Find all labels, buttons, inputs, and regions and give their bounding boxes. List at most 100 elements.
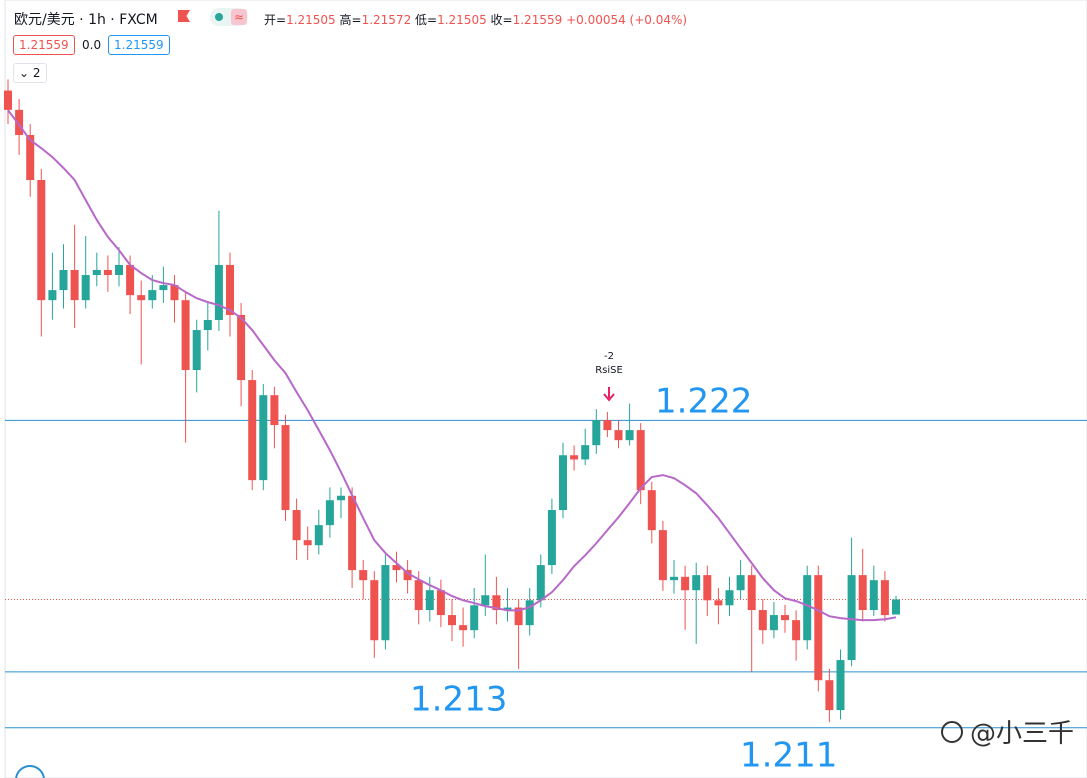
candle-body [392,565,401,571]
candle-body [625,430,634,441]
candle-body [736,575,745,591]
candle-body [370,580,379,641]
high-value: 1.21572 [361,13,412,27]
low-value: 1.21505 [437,13,487,27]
ohlc-line: 开=1.21505 高=1.21572 低=1.21505 收=1.21559 … [264,11,687,28]
candle-body [547,510,556,566]
candle-body [681,576,690,591]
candle-body [692,575,701,591]
flag-icon[interactable] [178,10,190,22]
candle-body [769,615,778,631]
candle-body [92,269,101,276]
candle-body [137,295,146,301]
candle-body [359,570,368,581]
candle-body [81,275,90,301]
candle-body [337,495,345,501]
candle-body [259,395,268,481]
candle-body [525,600,534,626]
candle-body [647,490,656,531]
candle-body [4,90,12,110]
candle-body [348,495,357,571]
candle-body [292,510,301,541]
open-value: 1.21505 [286,13,336,27]
candle-body [414,580,423,611]
watermark: @小三千 [970,719,1074,749]
candle-body [448,615,456,626]
candle-body [48,290,57,301]
candle-body [703,575,712,601]
candle-body [492,595,501,611]
indicator-count: 2 [32,66,41,80]
status-toggle[interactable]: ≈ [210,8,248,26]
symbol-line: 欧元/美元 · 1h · FXCM [14,12,158,28]
candle-body [581,445,590,460]
candle-body [781,615,789,621]
candle-body [170,285,179,301]
candle-body [15,109,24,136]
high-label: 高= [339,13,362,27]
candle-body [303,540,312,546]
spread: 0.0 [82,38,102,52]
candle-body [658,530,667,581]
level-label: 1.222 [655,381,752,421]
candle-body [470,605,479,631]
candle-body [670,576,678,581]
candle-body [836,660,845,711]
candle-body [192,330,201,371]
candle-body [858,575,867,611]
candle-body [37,180,46,301]
ask-box[interactable]: 1.21559 [108,35,170,55]
candle-body [181,300,190,371]
candle-body [381,565,390,641]
candle-body [126,264,135,296]
close-label: 收= [490,13,513,27]
watermark-icon [941,721,963,743]
candle-body [536,565,545,601]
exchange: FXCM [119,12,158,28]
candle-body [26,135,35,181]
candle-body [481,595,490,606]
candle-body [869,580,878,611]
moving-average [7,109,897,622]
candle-body [281,425,290,511]
candle-body [714,600,723,606]
candle-body [803,575,812,641]
candle-body [325,500,334,526]
bid-box[interactable]: 1.21559 [13,35,75,55]
candle-body [314,525,323,546]
candle-body [425,590,434,611]
candle-body [814,575,823,681]
candle-body [59,269,68,291]
candle-body [570,455,579,460]
candle-body [847,575,856,661]
low-label: 低= [415,13,438,27]
candle-body [115,264,123,276]
level-label: 1.213 [410,680,507,720]
candle-body [514,607,523,626]
candle-body [214,264,223,321]
candle-body [226,264,234,315]
candle-body [237,314,246,381]
change: +0.00054 (+0.04%) [566,13,688,27]
indicator-toggle[interactable]: ⌄ 2 [13,63,47,83]
candle-body [103,269,112,276]
candle-body [592,420,601,446]
candle-body [203,320,212,331]
candle-body [403,570,412,581]
candle-body [159,285,168,291]
signal-name: RsiSE [595,365,623,376]
candle-body [248,380,257,481]
candle-body [880,580,889,616]
candle-body [603,420,612,431]
candle-body [758,610,767,631]
level-label: 1.211 [740,735,837,775]
symbol: 欧元/美元 [14,12,75,28]
interval: 1h [88,12,106,28]
candle-body [614,430,623,441]
candle-body [503,607,512,611]
candle-body [436,590,445,616]
candle-body [825,680,834,711]
signal-arrow [603,387,615,402]
open-label: 开= [264,13,287,27]
